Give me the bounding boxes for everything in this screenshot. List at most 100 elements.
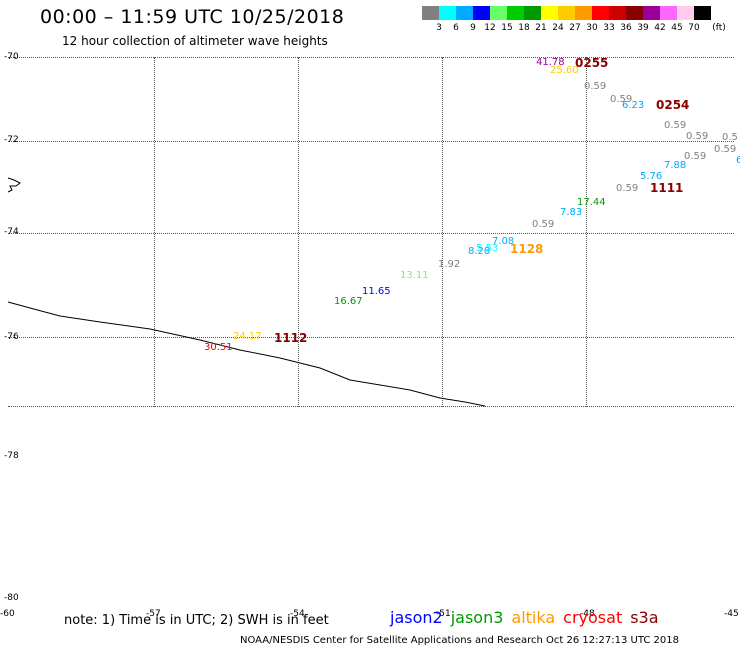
page-subtitle: 12 hour collection of altimeter wave hei… bbox=[62, 34, 328, 48]
legend-label: 9 bbox=[470, 23, 476, 33]
satellite-name: cryosat bbox=[563, 608, 623, 627]
lat-label: -74 bbox=[4, 227, 19, 237]
satellite-name: jason3 bbox=[450, 608, 504, 627]
legend-label: 12 bbox=[484, 23, 496, 33]
time-mark: 1112 bbox=[274, 331, 308, 345]
legend-swatch bbox=[456, 6, 473, 20]
lat-label: -72 bbox=[4, 135, 19, 145]
time-mark: 0255 bbox=[575, 56, 609, 70]
measurement-value: 11.65 bbox=[362, 286, 391, 297]
measurement-value: 17.44 bbox=[577, 197, 606, 208]
grid-line-lon bbox=[154, 57, 155, 407]
measurement-value: 16.67 bbox=[334, 296, 363, 307]
lon-label: -45 bbox=[724, 609, 739, 619]
legend-label: 70 bbox=[688, 23, 700, 33]
legend-label: 30 bbox=[586, 23, 598, 33]
time-mark: 1111 bbox=[650, 181, 684, 195]
measurement-value: 7.88 bbox=[664, 160, 687, 171]
measurement-value: 24.17 bbox=[233, 331, 262, 342]
legend-label: 18 bbox=[518, 23, 530, 33]
lon-label: -51 bbox=[436, 609, 451, 619]
legend-label: 33 bbox=[603, 23, 615, 33]
lon-label: -60 bbox=[0, 609, 15, 619]
grid-line-lon bbox=[298, 57, 299, 407]
legend-swatch bbox=[473, 6, 490, 20]
legend-unit: (ft) bbox=[712, 23, 726, 33]
measurement-value: 13.11 bbox=[400, 270, 429, 281]
legend-swatch bbox=[422, 6, 439, 20]
measurement-value: 0.59 bbox=[684, 151, 707, 162]
color-legend bbox=[422, 6, 711, 20]
measurement-value: 0.59 bbox=[616, 183, 639, 194]
legend-swatch bbox=[592, 6, 609, 20]
legend-label: 15 bbox=[501, 23, 513, 33]
measurement-value: 0.59 bbox=[584, 81, 607, 92]
lat-label: -80 bbox=[4, 593, 19, 603]
legend-label: 42 bbox=[654, 23, 666, 33]
measurement-value: 0.59 bbox=[686, 131, 709, 142]
satellite-name: altika bbox=[511, 608, 556, 627]
measurement-value: 0.59 bbox=[610, 94, 633, 105]
measurement-value: 7.08 bbox=[492, 236, 515, 247]
legend-label: 39 bbox=[637, 23, 649, 33]
measurement-value: 5.76 bbox=[640, 171, 663, 182]
measurement-value: 0.5 bbox=[722, 132, 738, 143]
legend-swatch bbox=[524, 6, 541, 20]
measurement-value: 5.53 bbox=[476, 243, 499, 254]
legend-label: 3 bbox=[436, 23, 442, 33]
lat-label: -76 bbox=[4, 332, 19, 342]
measurement-value: 41.78 bbox=[536, 57, 565, 68]
measurement-value: 0.59 bbox=[532, 219, 555, 230]
lat-label: -70 bbox=[4, 52, 19, 62]
footer-credit: NOAA/NESDIS Center for Satellite Applica… bbox=[240, 635, 679, 646]
measurement-value: 0.59 bbox=[664, 120, 687, 131]
legend-label: 24 bbox=[552, 23, 564, 33]
grid-line-lon bbox=[586, 57, 587, 407]
legend-label: 27 bbox=[569, 23, 581, 33]
time-mark: 0254 bbox=[656, 98, 690, 112]
legend-swatch bbox=[490, 6, 507, 20]
legend-swatch bbox=[694, 6, 711, 20]
grid-line-lat bbox=[8, 406, 734, 407]
legend-label: 36 bbox=[620, 23, 632, 33]
grid-line-lat bbox=[8, 337, 734, 338]
page-title: 00:00 – 11:59 UTC 10/25/2018 bbox=[40, 6, 345, 28]
measurement-value: 25.60 bbox=[550, 65, 579, 76]
legend-swatch bbox=[609, 6, 626, 20]
measurement-value: 6.23 bbox=[622, 100, 645, 111]
measurement-value: 8.28 bbox=[468, 246, 491, 257]
legend-swatch bbox=[507, 6, 524, 20]
lon-label: -48 bbox=[580, 609, 595, 619]
satellite-legend: jason2 jason3 altika cryosat s3a bbox=[390, 608, 667, 627]
measurement-value: 7.83 bbox=[560, 207, 583, 218]
legend-label: 21 bbox=[535, 23, 547, 33]
legend-swatch bbox=[558, 6, 575, 20]
grid-line-lon bbox=[442, 57, 443, 407]
measurement-value: 0.59 bbox=[714, 144, 737, 155]
lat-label: -78 bbox=[4, 451, 19, 461]
measurement-value: 30.51 bbox=[204, 342, 233, 353]
measurement-value: 1.92 bbox=[438, 259, 461, 270]
satellite-name: jason2 bbox=[390, 608, 443, 627]
lon-label: -57 bbox=[146, 609, 161, 619]
lon-label: -54 bbox=[290, 609, 305, 619]
legend-swatch bbox=[660, 6, 677, 20]
legend-swatch bbox=[541, 6, 558, 20]
legend-swatch bbox=[626, 6, 643, 20]
legend-label: 45 bbox=[671, 23, 683, 33]
note-text: note: 1) Time is in UTC; 2) SWH is in fe… bbox=[64, 613, 329, 628]
measurement-value: 6 bbox=[736, 155, 740, 166]
grid-line-lat bbox=[8, 141, 734, 142]
legend-swatch bbox=[575, 6, 592, 20]
grid-line-lat bbox=[8, 57, 734, 58]
legend-label: 6 bbox=[453, 23, 459, 33]
color-legend-labels: 3 6 9 12 15 18 21 24 27 30 33 36 39 42 45 70 (ft) bbox=[422, 23, 740, 35]
satellite-name: s3a bbox=[630, 608, 659, 627]
legend-swatch bbox=[677, 6, 694, 20]
legend-swatch bbox=[439, 6, 456, 20]
time-mark: 1128 bbox=[510, 242, 544, 256]
grid-line-lat bbox=[8, 233, 734, 234]
legend-swatch bbox=[643, 6, 660, 20]
